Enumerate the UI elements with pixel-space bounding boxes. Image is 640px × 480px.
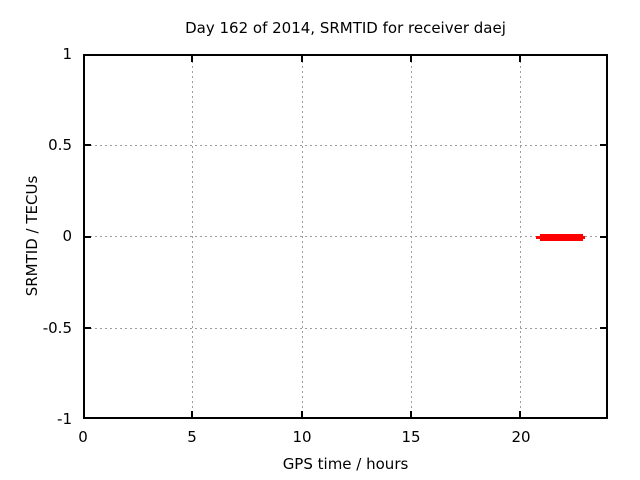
chart-title: Day 162 of 2014, SRMTID for receiver dae… [185,19,506,37]
x-tick-label-10: 10 [292,428,312,446]
x-tick-label-20: 20 [511,428,531,446]
x-axis-title: GPS time / hours [282,455,409,473]
gridline-x-15 [411,56,412,417]
x-tick-label-15: 15 [401,428,421,446]
y-tick-mark-right-0.5 [600,144,606,146]
x-tick-mark-top-20 [519,56,521,62]
y-tick-label-1: 1 [62,45,72,63]
x-tick-mark-20 [519,411,521,417]
x-tick-mark-10 [301,411,303,417]
x-tick-mark-5 [191,411,193,417]
y-tick-mark-0 [85,236,91,238]
gridline-y-neg0.5 [85,328,606,329]
y-tick-label-neg1: -1 [57,410,72,428]
x-tick-mark-top-10 [301,56,303,62]
x-tick-mark-top-15 [410,56,412,62]
x-tick-mark-top-5 [191,56,193,62]
plot-area [83,54,608,419]
y-tick-mark-right-0 [600,236,606,238]
gridline-x-10 [302,56,303,417]
y-tick-mark-neg0.5 [85,327,91,329]
x-tick-label-5: 5 [187,428,197,446]
gridline-x-5 [192,56,193,417]
y-tick-label-0: 0 [62,227,72,245]
y-tick-mark-right-neg0.5 [600,327,606,329]
gridline-y-0.5 [85,145,606,146]
data-series-segment [540,234,583,241]
x-tick-mark-15 [410,411,412,417]
x-tick-label-0: 0 [78,428,88,446]
gridline-y-0 [85,236,606,237]
y-tick-mark-0.5 [85,144,91,146]
gridline-x-20 [520,56,521,417]
y-tick-label-0.5: 0.5 [48,136,72,154]
y-tick-label-neg0.5: -0.5 [42,319,72,337]
